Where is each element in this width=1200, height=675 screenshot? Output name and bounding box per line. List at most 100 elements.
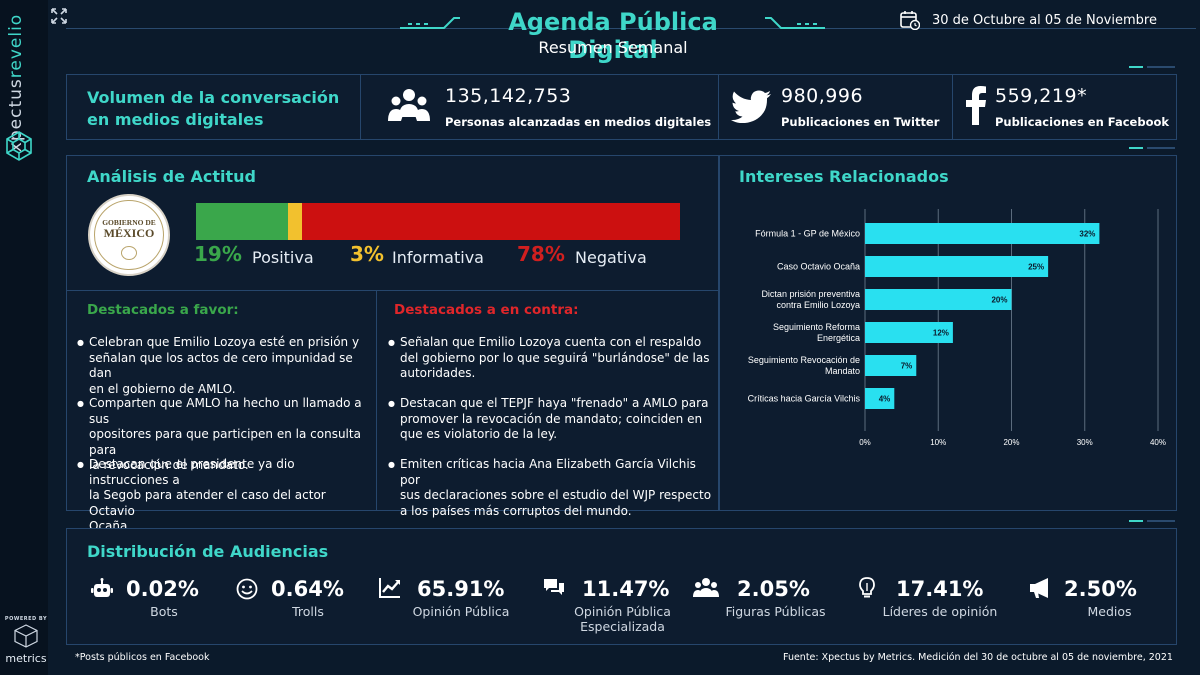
page-subtitle: Resumen Semanal — [538, 38, 688, 57]
attitude-bar-informativa — [287, 203, 303, 240]
volume-title-cell: Volumen de la conversación en medios dig… — [67, 75, 361, 139]
chart-data-label: 7% — [901, 362, 913, 371]
calendar-icon — [900, 11, 920, 30]
chart-data-label: 12% — [933, 329, 949, 338]
chart-data-label: 32% — [1079, 230, 1095, 239]
audience-lideres-label: Líderes de opinión — [882, 604, 998, 619]
chart-category-label: Fórmula 1 - GP de México — [755, 229, 860, 239]
stat-twitter: 980,996 Publicaciones en Twitter — [719, 75, 953, 139]
expand-icon[interactable] — [50, 7, 68, 25]
stat-twitter-value: 980,996 — [781, 85, 864, 107]
chart-bar — [865, 289, 1012, 310]
favor-item: Destacan que el presidente ya dio instru… — [77, 457, 374, 535]
attitude-title: Análisis de Actitud — [87, 167, 257, 186]
deco-bar — [1147, 66, 1175, 68]
chart-category-label: Seguimiento Reforma Energética — [773, 322, 860, 343]
stat-reach: 135,142,753 Personas alcanzadas en medio… — [361, 75, 719, 139]
chart-tick-label: 20% — [1003, 438, 1019, 447]
chart-bar — [865, 223, 1100, 244]
chart-category-label: Seguimiento Revocación de Mandato — [748, 355, 860, 376]
metrics-cube-icon — [14, 624, 38, 648]
deco-bar — [1147, 520, 1175, 522]
chart-bar — [865, 355, 917, 376]
chat-icon — [544, 579, 564, 595]
audience-especializada-label: Opinión Pública Especializada — [574, 604, 671, 634]
header-divider — [66, 28, 1196, 29]
gobierno-seal: GOBIERNO DE MÉXICO — [88, 194, 170, 276]
chart-category-label: Críticas hacia García Vilchis — [748, 394, 861, 404]
audience-medios-label: Medios — [1087, 604, 1132, 619]
megaphone-icon — [1030, 578, 1048, 598]
metrics-label: metrics — [5, 652, 47, 665]
brand-cube-icon — [6, 131, 32, 161]
negativa-label: Negativa — [575, 248, 647, 267]
deco-bar — [1147, 147, 1175, 149]
sidebar: xpectusrevelio POWERED BY metrics — [0, 0, 48, 675]
chart-bar — [865, 322, 953, 343]
informativa-label: Informativa — [392, 248, 484, 267]
audience-opinion-publica-value: 65.91% — [417, 577, 505, 601]
audience-title: Distribución de Audiencias — [87, 542, 329, 561]
interests-title: Intereses Relacionados — [739, 167, 949, 186]
chart-tick-label: 10% — [930, 438, 946, 447]
deco-bar — [1129, 147, 1143, 149]
audience-figuras-label: Figuras Públicas — [725, 604, 826, 619]
stat-facebook-value: 559,219* — [995, 85, 1088, 107]
stat-reach-value: 135,142,753 — [445, 85, 572, 107]
attitude-bar — [196, 203, 680, 240]
footnote: *Posts públicos en Facebook — [75, 652, 210, 663]
contra-item: Destacan que el TEPJF haya "frenado" a A… — [388, 396, 715, 443]
audience-trolls-value: 0.64% — [271, 577, 344, 601]
attitude-bar-negativa — [302, 203, 680, 240]
chart-bar — [865, 256, 1049, 277]
audience-lideres-value: 17.41% — [896, 577, 984, 601]
source-note: Fuente: Xpectus by Metrics. Medición del… — [783, 652, 1173, 663]
page-title: Agenda Pública Digital — [508, 8, 718, 64]
stat-reach-label: Personas alcanzadas en medios digitales — [445, 115, 712, 129]
informativa-pct: 3% — [350, 242, 384, 266]
stat-facebook-label: Publicaciones en Facebook — [995, 115, 1170, 129]
volume-panel: Volumen de la conversación en medios dig… — [66, 74, 1177, 140]
contra-item: Señalan que Emilio Lozoya cuenta con el … — [388, 335, 715, 382]
date-range-text: 30 de Octubre al 05 de Noviembre — [932, 12, 1157, 28]
chart-tick-label: 0% — [859, 438, 871, 447]
chart-data-label: 4% — [879, 395, 891, 404]
chart-tick-label: 40% — [1150, 438, 1166, 447]
highlights-divider — [376, 291, 377, 510]
group-icon — [693, 578, 719, 597]
header-deco-right — [765, 17, 825, 29]
chart-category-label: Caso Octavio Ocaña — [777, 262, 860, 272]
twitter-icon — [731, 90, 771, 123]
audience-opinion-publica-label: Opinión Pública — [412, 604, 510, 619]
powered-by-label: POWERED BY — [4, 616, 48, 622]
robot-icon — [91, 578, 113, 597]
audience-medios-value: 2.50% — [1064, 577, 1137, 601]
positiva-pct: 19% — [194, 242, 242, 266]
deco-bar — [1129, 520, 1143, 522]
trend-icon — [379, 578, 400, 598]
stat-twitter-label: Publicaciones en Twitter — [781, 115, 940, 129]
negativa-pct: 78% — [517, 242, 565, 266]
facebook-icon — [966, 86, 986, 125]
chart-category-label: Dictan prisión preventiva contra Emilio L… — [761, 289, 860, 310]
seal-text-top: GOBIERNO DE — [102, 218, 156, 227]
attitude-bar-positiva — [196, 203, 288, 240]
chart-data-label: 25% — [1028, 263, 1044, 272]
people-icon — [388, 89, 430, 121]
favor-title: Destacados a favor: — [87, 302, 239, 318]
chart-data-label: 20% — [991, 296, 1007, 305]
stat-facebook: 559,219* Publicaciones en Facebook — [953, 75, 1178, 139]
chart-bar — [865, 388, 895, 409]
audience-bots-label: Bots — [150, 604, 178, 619]
contra-item: Emiten críticas hacia Ana Elizabeth Garc… — [388, 457, 715, 519]
audience-especializada-value: 11.47% — [582, 577, 670, 601]
audience-figuras-value: 2.05% — [737, 577, 810, 601]
seal-text-bottom: MÉXICO — [103, 226, 155, 240]
chart-tick-label: 30% — [1077, 438, 1093, 447]
bulb-icon — [859, 577, 875, 598]
deco-bar — [1129, 66, 1143, 68]
powered-by: POWERED BY metrics — [4, 616, 48, 665]
audience-bots-value: 0.02% — [126, 577, 199, 601]
volume-title: Volumen de la conversación en medios dig… — [87, 88, 340, 129]
date-range: 30 de Octubre al 05 de Noviembre — [900, 10, 1157, 30]
